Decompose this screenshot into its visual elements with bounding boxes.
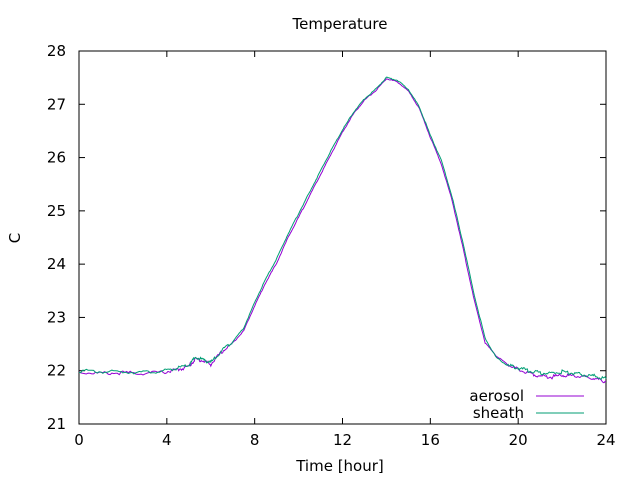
y-tick-label: 24 — [47, 255, 66, 273]
x-tick-label: 20 — [509, 431, 528, 449]
y-tick-label: 26 — [47, 149, 66, 167]
x-tick-label: 8 — [250, 431, 260, 449]
x-tick-label: 4 — [162, 431, 172, 449]
y-tick-label: 21 — [47, 415, 66, 433]
x-tick-label: 0 — [74, 431, 84, 449]
chart-title: Temperature — [291, 15, 387, 33]
series-line-aerosol — [78, 78, 606, 384]
legend-label-sheath: sheath — [473, 404, 524, 422]
plot-frame — [78, 50, 607, 425]
y-axis-label: C — [6, 233, 24, 243]
series-layer — [78, 76, 607, 384]
x-tick-label: 12 — [333, 431, 352, 449]
y-tick-label: 27 — [47, 95, 66, 113]
legend-label-aerosol: aerosol — [469, 387, 524, 405]
x-tick-label: 16 — [421, 431, 440, 449]
series-line-sheath — [79, 76, 607, 380]
y-tick-label: 23 — [47, 308, 66, 326]
x-tick-label: 24 — [596, 431, 615, 449]
y-tick-label: 22 — [47, 362, 66, 380]
axes: 0 4 8 12 16 20 24 21 22 23 24 25 26 27 28 — [47, 42, 616, 449]
y-tick-label: 25 — [47, 202, 66, 220]
y-tick-label: 28 — [47, 42, 66, 60]
x-axis-label: Time [hour] — [295, 457, 384, 475]
